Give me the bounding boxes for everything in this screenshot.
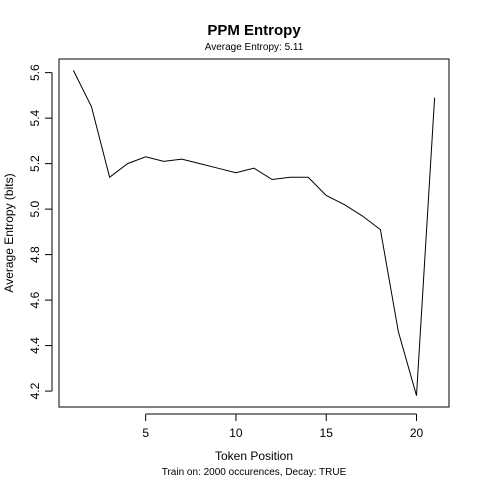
x-tick-label: 10 [229, 426, 243, 440]
series-layer [72, 70, 436, 396]
y-tick-label: 5.4 [28, 109, 42, 126]
y-tick-label: 5.6 [28, 64, 42, 81]
y-tick-label: 4.8 [28, 246, 42, 263]
series-line [72, 70, 436, 396]
y-axis-label: Average Entropy (bits) [2, 173, 16, 292]
y-tick-label: 5.2 [28, 155, 42, 172]
plot-frame [58, 58, 450, 408]
chart-subtitle: Average Entropy: 5.11 [205, 42, 304, 53]
y-tick-label: 4.4 [28, 337, 42, 354]
x-tick-label: 5 [142, 426, 149, 440]
x-axis-label: Token Position [215, 449, 293, 463]
y-tick-label: 4.2 [28, 382, 42, 399]
chart-footnote: Train on: 2000 occurences, Decay: TRUE [162, 467, 347, 478]
y-tick-label: 5.0 [28, 200, 42, 217]
x-axis: 5 10 15 20 [142, 413, 424, 440]
chart-title: PPM Entropy [207, 22, 301, 39]
y-tick-label: 4.6 [28, 291, 42, 308]
x-tick-label: 15 [320, 426, 334, 440]
y-axis: 4.2 4.4 4.6 4.8 5.0 5.2 5.4 5.6 [28, 64, 53, 399]
x-tick-label: 20 [410, 426, 424, 440]
